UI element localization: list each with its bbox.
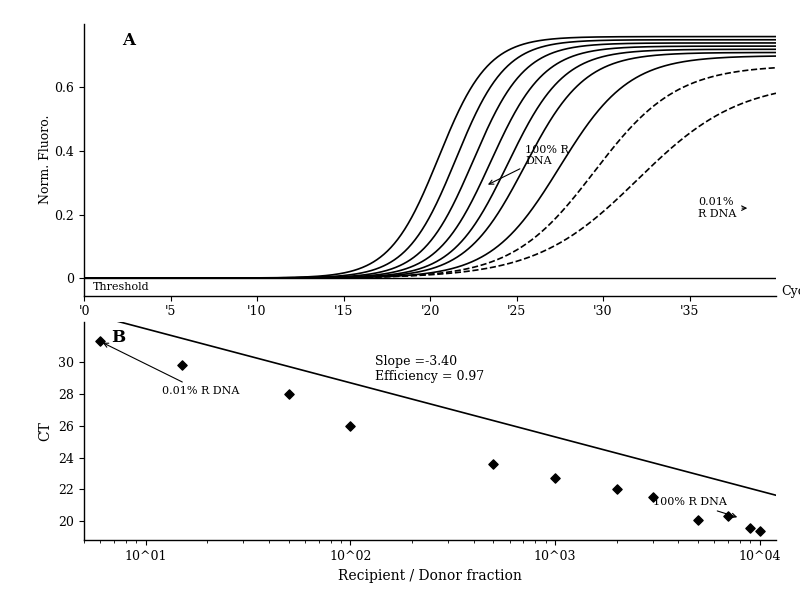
Point: [175, 361, 188, 370]
X-axis label: Recipient / Donor fraction: Recipient / Donor fraction: [338, 568, 522, 583]
Point: [549, 473, 562, 483]
Text: Cycle: Cycle: [781, 285, 800, 298]
Point: [744, 523, 757, 533]
Point: [754, 526, 766, 536]
Text: Threshold: Threshold: [93, 282, 150, 292]
Point: [646, 493, 659, 502]
Point: [282, 389, 295, 399]
Point: [610, 485, 623, 494]
Point: [692, 515, 705, 524]
Point: [487, 459, 500, 469]
Point: [722, 512, 734, 521]
Text: Slope =-3.40
Efficiency = 0.97: Slope =-3.40 Efficiency = 0.97: [374, 355, 484, 383]
Y-axis label: Norm. Fluoro.: Norm. Fluoro.: [38, 115, 52, 204]
Text: A: A: [122, 32, 135, 49]
Text: 0.01%
R DNA: 0.01% R DNA: [698, 198, 746, 219]
Text: 0.01% R DNA: 0.01% R DNA: [104, 343, 239, 396]
Y-axis label: CT: CT: [38, 421, 53, 441]
Text: 100% R
DNA: 100% R DNA: [489, 144, 569, 184]
Text: B: B: [112, 329, 126, 346]
Point: [344, 421, 357, 430]
Point: [94, 337, 106, 346]
Text: 100% R DNA: 100% R DNA: [653, 497, 736, 518]
